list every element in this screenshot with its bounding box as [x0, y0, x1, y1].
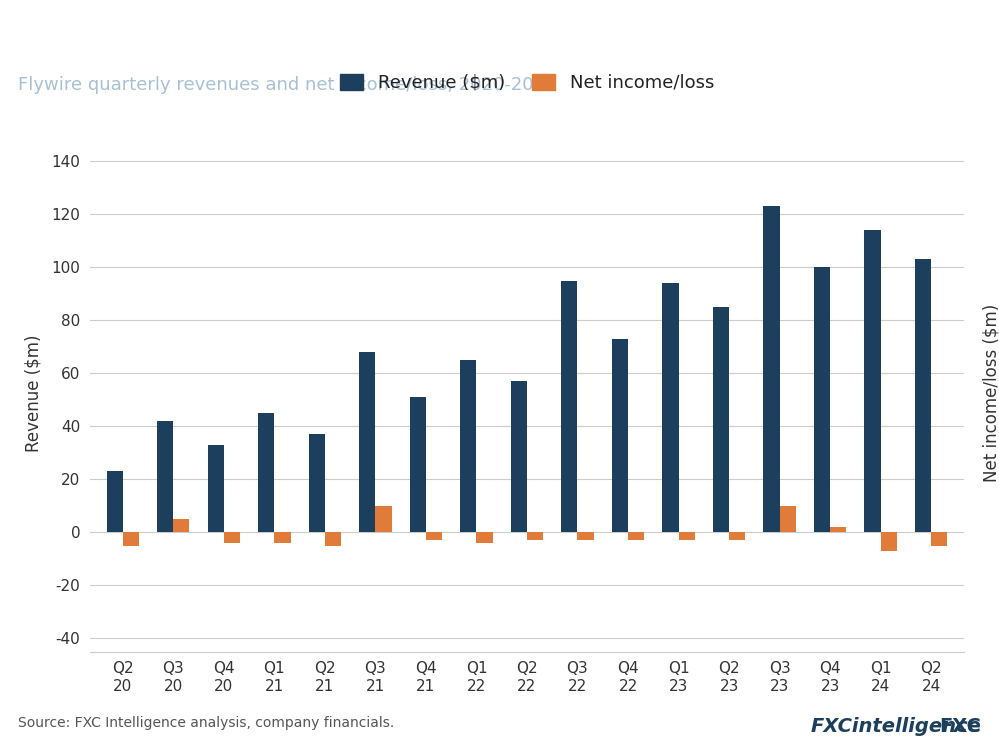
Bar [258, 413, 275, 533]
Bar [611, 339, 628, 533]
Bar [779, 506, 796, 533]
Bar [561, 281, 577, 533]
Text: Flywire quarterly revenues and net income/loss, 2020-2024: Flywire quarterly revenues and net incom… [18, 76, 556, 94]
Bar [107, 471, 123, 533]
Text: FXC: FXC [939, 717, 981, 736]
Bar [157, 421, 173, 533]
Bar [662, 283, 678, 533]
Bar [830, 527, 846, 533]
Bar [678, 533, 694, 540]
Bar [763, 207, 779, 533]
Text: FXCintelligence: FXCintelligence [810, 717, 981, 736]
Bar [628, 533, 644, 540]
Bar [325, 533, 341, 545]
Bar [224, 533, 240, 543]
Bar [477, 533, 493, 543]
Bar [713, 307, 729, 533]
Bar [729, 533, 745, 540]
Bar [881, 533, 897, 551]
Bar [426, 533, 443, 540]
Bar [275, 533, 291, 543]
Bar [915, 259, 931, 533]
Bar [123, 533, 139, 545]
Bar [173, 519, 190, 533]
Bar [814, 267, 830, 533]
Bar [510, 381, 527, 533]
Bar [360, 352, 376, 533]
Legend: Revenue ($m), Net income/loss: Revenue ($m), Net income/loss [333, 67, 721, 99]
Bar [577, 533, 593, 540]
Y-axis label: Revenue ($m): Revenue ($m) [25, 335, 43, 452]
Bar [461, 360, 477, 533]
Text: Source: FXC Intelligence analysis, company financials.: Source: FXC Intelligence analysis, compa… [18, 716, 395, 730]
Bar [208, 445, 224, 533]
Bar [931, 533, 947, 545]
Y-axis label: Net income/loss ($m): Net income/loss ($m) [982, 304, 999, 482]
Bar [864, 230, 881, 533]
Bar [410, 397, 426, 533]
Bar [527, 533, 543, 540]
Bar [376, 506, 392, 533]
Text: Flywire continues to see net losses in Q2 2024: Flywire continues to see net losses in Q… [18, 24, 818, 53]
Bar [309, 434, 325, 533]
